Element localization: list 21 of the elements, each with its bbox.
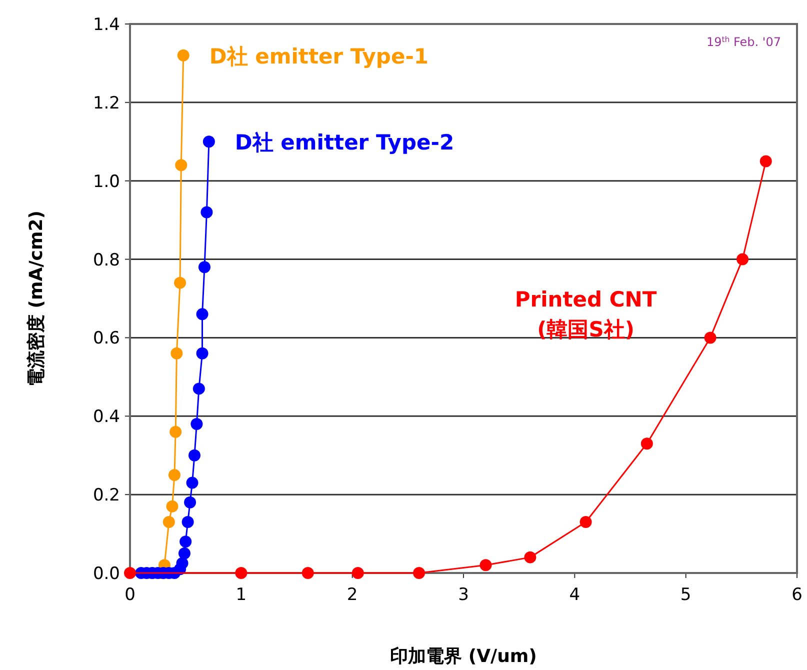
y-tick-label: 0.0 — [92, 564, 120, 584]
x-tick-label: 5 — [680, 585, 692, 605]
x-tick-label: 1 — [236, 585, 247, 605]
y-tick-label: 1.2 — [92, 93, 120, 114]
annotation: 19$^{th}$ Feb. '07 — [706, 34, 781, 49]
x-tick-label: 6 — [792, 585, 802, 605]
x-tick-label: 2 — [346, 585, 358, 605]
y-tick-label: 1.0 — [92, 172, 120, 192]
y-tick-label: 0.4 — [92, 407, 120, 428]
x-tick-label: 0 — [124, 585, 136, 605]
y-axis-title: 電流密度 (mA/cm2) — [26, 210, 47, 386]
y-tick-label: 0.8 — [92, 250, 120, 270]
x-tick-label: 4 — [569, 585, 580, 605]
y-tick-label: 0.6 — [92, 328, 120, 349]
x-tick-label: 3 — [458, 585, 469, 605]
series-label: D社 emitter Type-2 — [234, 130, 454, 155]
y-tick-label: 1.4 — [92, 15, 120, 35]
text: Printed CNT (韓国S社) — [514, 287, 658, 342]
series-label: D社 emitter Type-1 — [209, 44, 429, 68]
x-axis-title: 印加電界 (V/um) — [390, 646, 537, 667]
y-tick-label: 0.2 — [92, 486, 120, 506]
